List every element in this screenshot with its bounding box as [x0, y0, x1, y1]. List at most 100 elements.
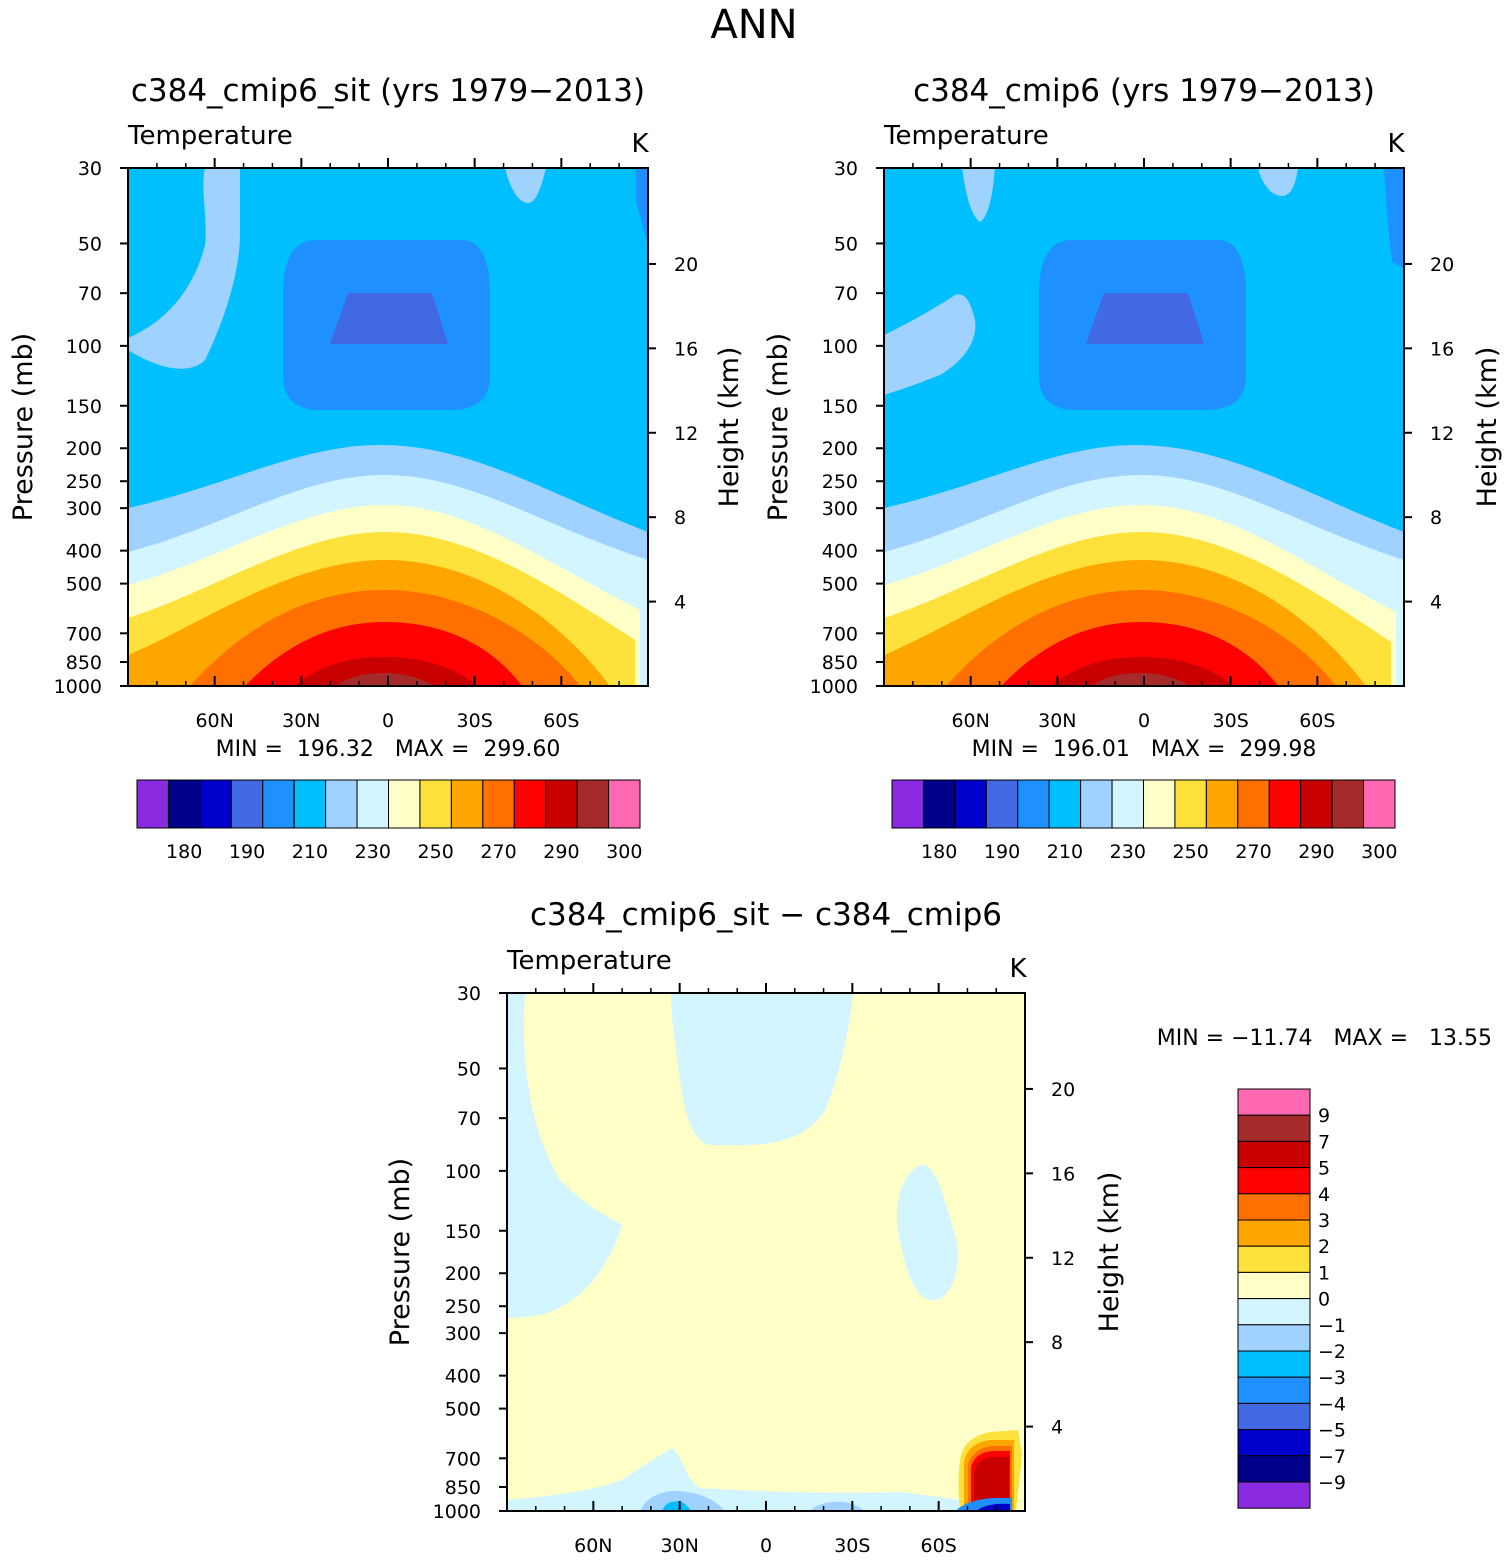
colorbar-swatch — [136, 779, 169, 829]
colorbar-label: 270 — [480, 841, 516, 863]
panel-diff-height-ticks: 20 16 12 8 4 — [1025, 1079, 1075, 1439]
colorbar-swatch — [954, 779, 987, 829]
contour-fill-300 — [335, 673, 435, 686]
height-tick-label: 16 — [1430, 338, 1454, 360]
colorbar-swatch — [1331, 779, 1365, 829]
pressure-tick-label: 400 — [445, 1366, 481, 1388]
colorbar-label: 210 — [292, 841, 328, 863]
pressure-tick-label: 150 — [822, 396, 858, 418]
height-tick-label: 20 — [1430, 254, 1454, 276]
pressure-tick-label: 700 — [822, 623, 858, 645]
contour-fill-200 — [330, 293, 448, 344]
pressure-tick-label: 100 — [822, 336, 858, 358]
colorbar-label: 4 — [1318, 1184, 1330, 1206]
lat-tick-label: 0 — [1138, 710, 1150, 732]
colorbar-swatch — [891, 779, 924, 829]
pressure-tick-label: 100 — [445, 1161, 481, 1183]
panel-sit-units: K — [631, 129, 649, 159]
panel-sit-title: c384_cmip6_sit (yrs 1979−2013) — [131, 73, 645, 109]
colorbar-swatch — [1300, 779, 1333, 829]
lat-tick-label: 60N — [574, 1535, 612, 1557]
colorbar-label: 190 — [984, 841, 1020, 863]
panel-cmip6-ylabel: Pressure (mb) — [763, 333, 794, 521]
pressure-tick-label: 150 — [445, 1221, 481, 1243]
colorbar-swatch — [199, 779, 232, 829]
lat-tick-label: 0 — [760, 1535, 772, 1557]
height-tick-label: 20 — [1051, 1079, 1075, 1101]
lat-tick-label: 60S — [921, 1535, 957, 1557]
pressure-tick-label: 70 — [457, 1108, 481, 1130]
lat-tick-label: 60S — [1299, 710, 1335, 732]
contour-fill-300 — [1091, 673, 1191, 686]
colorbar-label: 250 — [418, 841, 454, 863]
colorbar-swatch — [167, 779, 201, 829]
panel-diff-colorbar: 9 7 5 4 3 2 1 0 −1 −2 −3 −4 −5 −7 −9 — [1237, 1088, 1346, 1509]
pressure-tick-label: 700 — [66, 623, 102, 645]
contour-fill-210-cap — [636, 168, 648, 246]
colorbar-swatch — [1237, 1114, 1311, 1142]
colorbar-label: −2 — [1318, 1341, 1346, 1363]
contour-fill-295 — [295, 657, 478, 686]
colorbar-swatch — [608, 779, 641, 829]
colorbar-swatch — [545, 779, 578, 829]
colorbar-swatch — [1237, 1455, 1311, 1483]
colorbar-label: −9 — [1318, 1472, 1346, 1494]
colorbar-label: 9 — [1318, 1105, 1330, 1127]
pressure-tick-label: 500 — [66, 574, 102, 596]
pressure-tick-label: 70 — [834, 283, 858, 305]
panel-cmip6-lat-ticks: 60N 30N 0 30S 60S — [912, 158, 1376, 732]
pressure-tick-label: 1000 — [810, 676, 858, 698]
height-tick-label: 20 — [674, 254, 698, 276]
pressure-tick-label: 500 — [445, 1399, 481, 1421]
panel-cmip6-title: c384_cmip6 (yrs 1979−2013) — [913, 73, 1375, 109]
colorbar-label: 180 — [166, 841, 202, 863]
colorbar-swatch — [922, 779, 956, 829]
panel-diff-title: c384_cmip6_sit − c384_cmip6 — [530, 897, 1002, 933]
colorbar-swatch — [1048, 779, 1082, 829]
colorbar-label: 230 — [1110, 841, 1146, 863]
contour-fill-210-cap — [1384, 168, 1404, 268]
panel-sit-ylabel: Pressure (mb) — [8, 333, 39, 521]
colorbar-swatch — [1080, 779, 1113, 829]
colorbar-label: 290 — [543, 841, 579, 863]
colorbar-swatch — [293, 779, 327, 829]
colorbar-label: 230 — [355, 841, 391, 863]
panel-diff-minmax: MIN = −11.74 MAX = 13.55 — [1157, 1026, 1492, 1051]
colorbar-swatch — [1237, 1088, 1311, 1116]
colorbar-swatch — [1237, 1219, 1311, 1247]
panel-cmip6-minmax: MIN = 196.01 MAX = 299.98 — [972, 737, 1317, 762]
colorbar-label: 3 — [1318, 1210, 1330, 1232]
colorbar-swatch — [1237, 1429, 1311, 1457]
colorbar-label: −7 — [1318, 1446, 1346, 1468]
pressure-tick-label: 200 — [66, 438, 102, 460]
lat-tick-label: 60N — [195, 710, 233, 732]
colorbar-label: 250 — [1173, 841, 1209, 863]
colorbar-swatch — [1237, 1298, 1311, 1326]
lat-tick-label: 30S — [457, 710, 493, 732]
colorbar-swatch — [230, 779, 264, 829]
pressure-tick-label: 1000 — [54, 676, 102, 698]
height-tick-label: 16 — [674, 338, 698, 360]
pressure-tick-label: 70 — [78, 283, 102, 305]
contour-fill-290 — [245, 622, 522, 686]
contour-fill-neg2-neg1 — [640, 1491, 725, 1511]
pressure-tick-label: 400 — [822, 541, 858, 563]
colorbar-swatch — [513, 779, 547, 829]
panel-diff-units: K — [1009, 954, 1027, 984]
panel-cmip6: c384_cmip6 (yrs 1979−2013) Temperature K… — [763, 73, 1503, 863]
colorbar-label: 5 — [1318, 1158, 1330, 1180]
contour-fill-neg1-0 — [896, 1164, 959, 1301]
colorbar-swatch — [1143, 779, 1176, 829]
panel-sit-ylabel-right: Height (km) — [714, 347, 745, 508]
colorbar-swatch — [419, 779, 452, 829]
contour-fill-neg7-neg5 — [976, 1503, 1010, 1511]
contour-fill-230-cap — [962, 168, 995, 222]
panel-cmip6-variable: Temperature — [883, 121, 1049, 151]
pressure-tick-label: 300 — [66, 498, 102, 520]
pressure-tick-label: 100 — [66, 336, 102, 358]
contour-fill-230-cap — [128, 168, 240, 369]
contour-fill-230-cap — [1258, 168, 1298, 196]
colorbar-swatch — [1237, 1167, 1311, 1195]
